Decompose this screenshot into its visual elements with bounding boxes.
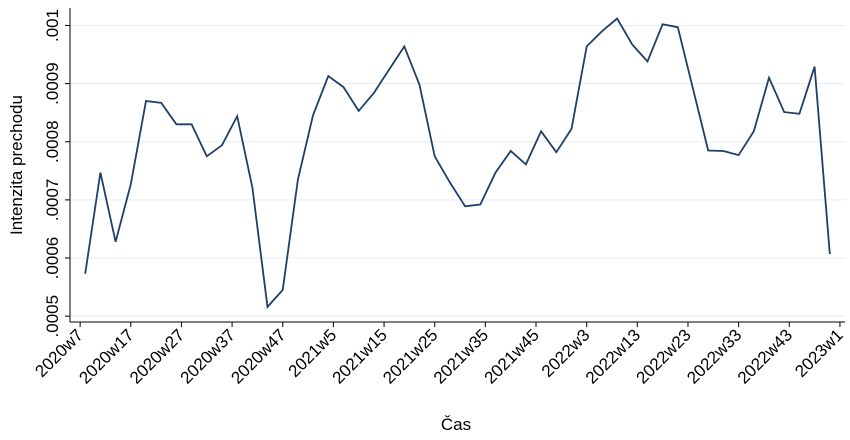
y-tick-label: .001 (43, 9, 62, 42)
x-tick-label: 2022w23 (633, 325, 695, 387)
y-axis-label: Intenzita prechodu (7, 95, 26, 235)
y-tick-label: .0005 (43, 295, 62, 338)
x-tick-label: 2021w35 (430, 325, 492, 387)
x-tick-label: 2020w27 (126, 325, 188, 387)
data-line (84, 17, 831, 309)
y-tick-label: .0007 (43, 179, 62, 222)
x-tick-label: 2020w17 (75, 325, 137, 387)
x-tick-label: 2022w33 (683, 325, 745, 387)
x-tick-label: 2022w43 (734, 325, 796, 387)
y-tick-label: .0008 (43, 120, 62, 163)
y-tick-label: .0006 (43, 237, 62, 280)
x-tick-label: 2022w13 (582, 325, 644, 387)
x-tick-label: 2021w45 (481, 325, 543, 387)
x-tick-label: 2023w1 (791, 325, 847, 381)
x-tick-label: 2020w37 (177, 325, 239, 387)
x-tick-label: 2020w47 (227, 325, 289, 387)
x-tick-label: 2021w25 (379, 325, 441, 387)
x-axis-label: Čas (441, 415, 471, 434)
x-tick-label: 2021w15 (329, 325, 391, 387)
y-tick-label: .0009 (43, 62, 62, 105)
